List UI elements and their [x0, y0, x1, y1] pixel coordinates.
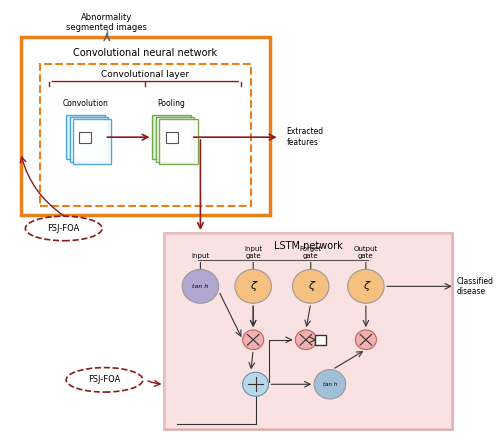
Text: Convolutional neural network: Convolutional neural network	[73, 48, 218, 58]
Text: tan h: tan h	[323, 382, 337, 387]
Text: ζ: ζ	[250, 281, 256, 291]
Circle shape	[182, 269, 218, 303]
Text: FSJ-FOA: FSJ-FOA	[48, 224, 80, 233]
FancyBboxPatch shape	[20, 37, 270, 215]
FancyBboxPatch shape	[70, 117, 108, 162]
Text: Classified
disease: Classified disease	[457, 276, 494, 296]
Text: tan h: tan h	[192, 284, 208, 289]
Ellipse shape	[66, 368, 143, 392]
FancyBboxPatch shape	[156, 117, 194, 162]
FancyBboxPatch shape	[73, 119, 112, 164]
FancyBboxPatch shape	[166, 132, 177, 143]
Text: Input
gate: Input gate	[244, 246, 262, 259]
FancyBboxPatch shape	[160, 119, 198, 164]
Text: Convolution: Convolution	[62, 99, 108, 108]
Circle shape	[348, 269, 384, 303]
Text: ζ: ζ	[308, 281, 314, 291]
FancyBboxPatch shape	[80, 132, 92, 143]
Text: Pooling: Pooling	[158, 99, 186, 108]
Circle shape	[356, 330, 376, 349]
FancyBboxPatch shape	[152, 115, 191, 159]
FancyBboxPatch shape	[66, 115, 104, 159]
Circle shape	[242, 372, 268, 396]
FancyBboxPatch shape	[164, 233, 452, 429]
Text: Forget
gate: Forget gate	[300, 246, 322, 259]
Ellipse shape	[26, 216, 102, 241]
Text: ζ: ζ	[363, 281, 369, 291]
Text: FSJ-FOA: FSJ-FOA	[88, 375, 120, 384]
Circle shape	[242, 330, 264, 349]
Circle shape	[292, 269, 329, 303]
Text: Convolutional layer: Convolutional layer	[101, 70, 190, 79]
Text: Extracted
features: Extracted features	[286, 128, 324, 147]
Text: Abnormality
segmented images: Abnormality segmented images	[66, 13, 148, 32]
Circle shape	[296, 330, 316, 349]
Circle shape	[235, 269, 272, 303]
Text: LSTM network: LSTM network	[274, 241, 342, 251]
Text: Input: Input	[192, 253, 210, 259]
FancyBboxPatch shape	[164, 233, 452, 429]
Text: Output
gate: Output gate	[354, 246, 378, 259]
FancyBboxPatch shape	[315, 335, 326, 345]
Circle shape	[314, 370, 346, 399]
